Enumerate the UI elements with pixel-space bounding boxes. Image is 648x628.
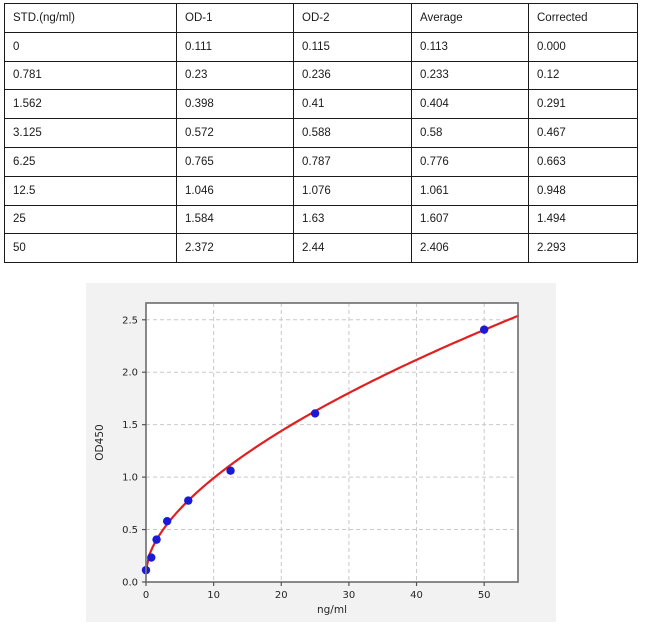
table-row: 25 1.584 1.63 1.607 1.494 [4, 204, 638, 235]
table-cell: 1.061 [411, 175, 529, 206]
table-row: 1.562 0.398 0.41 0.404 0.291 [4, 89, 638, 120]
table-row: 0 0.111 0.115 0.113 0.000 [4, 31, 638, 62]
table-cell: 0.776 [411, 146, 529, 177]
table-row: 0.781 0.23 0.236 0.233 0.12 [4, 60, 638, 91]
y-axis-tick-label: 0.5 [122, 525, 138, 536]
y-axis-tick-label: 0.0 [122, 578, 138, 589]
plot-spines [145, 302, 519, 583]
table-cell: 2.372 [176, 233, 294, 264]
table-cell: 1.046 [176, 175, 294, 206]
table-cell: 0.765 [176, 146, 294, 177]
table-cell: 1.607 [411, 204, 529, 235]
data-point [152, 535, 161, 544]
table-cell: 12.5 [4, 175, 177, 206]
y-axis-tick-label: 2.5 [122, 315, 138, 326]
column-header: Average [411, 3, 529, 33]
table-cell: 2.406 [411, 233, 529, 264]
column-header: OD-2 [293, 3, 412, 33]
table-cell: 2.293 [528, 233, 638, 264]
table-cell: 25 [4, 204, 177, 235]
data-point [310, 409, 320, 418]
table-row: 3.125 0.572 0.588 0.58 0.467 [4, 118, 638, 148]
table-cell: 1.076 [293, 175, 412, 206]
table-cell: 0.236 [293, 60, 412, 91]
y-axis-tick-label: 1.0 [122, 473, 138, 484]
x-axis-tick-label: 30 [343, 590, 356, 601]
table-cell: 0.23 [176, 60, 294, 91]
table-body: 0 0.111 0.115 0.113 0.000 0.781 0.23 0.236 0.233… [4, 31, 638, 264]
table-cell: 0.233 [411, 60, 529, 91]
table-cell: 0.111 [176, 31, 294, 62]
table-cell: 0.115 [293, 31, 412, 62]
table-cell: 0.113 [411, 31, 529, 62]
data-point [184, 496, 193, 505]
x-axis-label: ng/ml [317, 604, 347, 616]
table-cell: 0.291 [528, 89, 638, 120]
x-axis-tick-label: 50 [478, 590, 491, 601]
table-cell: 0.663 [528, 146, 638, 177]
table-cell: 3.125 [4, 118, 177, 148]
table-cell: 1.494 [528, 204, 638, 235]
table-cell: 1.584 [176, 204, 294, 235]
column-header: Corrected [528, 3, 638, 33]
table-cell: 0.572 [176, 118, 294, 148]
table-cell: 2.44 [293, 233, 412, 264]
table-cell: 0.404 [411, 89, 529, 120]
data-point [162, 516, 172, 526]
table-cell: 0.588 [293, 118, 412, 148]
table-cell: 0 [4, 31, 177, 62]
table-header-row: STD.(ng/ml) OD-1 OD-2 Average Corrected [4, 3, 638, 33]
x-axis-tick-label: 40 [410, 590, 423, 601]
table-cell: 6.25 [4, 146, 177, 177]
x-axis-tick-label: 0 [143, 590, 149, 601]
fit-curve [144, 314, 520, 572]
table-cell: 0.787 [293, 146, 412, 177]
table-cell: 0.781 [4, 60, 177, 91]
table-cell: 1.63 [293, 204, 412, 235]
plot-area [146, 303, 518, 582]
data-point [147, 553, 156, 562]
y-axis-label: OD450 [94, 424, 106, 460]
y-axis-tick-label: 2.0 [122, 368, 138, 379]
x-axis-tick-label: 20 [275, 590, 288, 601]
table-cell: 0.12 [528, 60, 638, 91]
y-axis-tick-label: 1.5 [122, 420, 138, 431]
table-row: 50 2.372 2.44 2.406 2.293 [4, 233, 638, 264]
table-head: STD.(ng/ml) OD-1 OD-2 Average Corrected [4, 3, 638, 33]
standard-curve-chart: 0 10 20 30 40 50 0.0 0.5 1.0 1.5 2.0 2.5 ng/ml OD450 [94, 302, 520, 616]
column-header: STD.(ng/ml) [4, 3, 177, 33]
x-axis-tick-label: 10 [207, 590, 220, 601]
table-cell: 0.398 [176, 89, 294, 120]
table-cell: 0.58 [411, 118, 529, 148]
data-point [479, 325, 489, 334]
standard-curve-figure: 0 10 20 30 40 50 0.0 0.5 1.0 1.5 2.0 2.5 ng/ml OD450 [86, 283, 556, 622]
table-cell: 0.948 [528, 175, 638, 206]
table-cell: 0.41 [293, 89, 412, 120]
table-cell: 50 [4, 233, 177, 264]
standards-table: STD.(ng/ml) OD-1 OD-2 Average Corrected 0 0.1… [4, 3, 638, 264]
table-row: 12.5 1.046 1.076 1.061 0.948 [4, 175, 638, 206]
data-point [226, 466, 235, 475]
table-row: 6.25 0.765 0.787 0.776 0.663 [4, 146, 638, 177]
column-header: OD-1 [176, 3, 294, 33]
table-cell: 1.562 [4, 89, 177, 120]
table-cell: 0.000 [528, 31, 638, 62]
table-cell: 0.467 [528, 118, 638, 148]
